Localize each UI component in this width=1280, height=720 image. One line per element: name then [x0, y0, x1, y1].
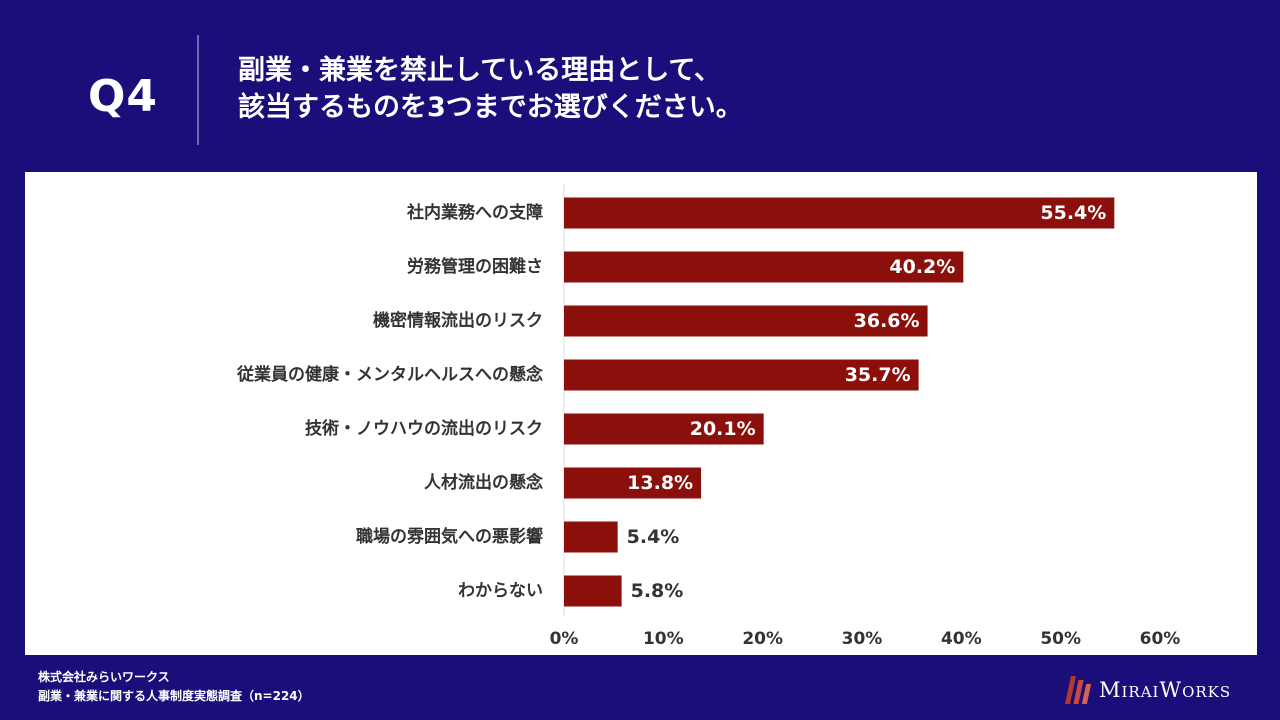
data-label: 36.6% [854, 310, 920, 332]
bar [564, 413, 764, 445]
bar [564, 251, 964, 283]
logo-wordmark: MiraiWorks [1099, 678, 1232, 702]
x-tick-label: 20% [742, 629, 783, 649]
bar [564, 575, 622, 607]
data-label: 5.4% [627, 526, 680, 548]
bar [564, 359, 919, 391]
category-label: 社内業務への支障 [406, 202, 543, 223]
data-label: 13.8% [627, 472, 693, 494]
category-label: 従業員の健康・メンタルヘルスへの懸念 [236, 364, 543, 385]
x-tick-label: 40% [941, 629, 982, 649]
bar [564, 467, 702, 499]
footer-company: 株式会社みらいワークス [38, 670, 170, 684]
x-tick-label: 0% [550, 629, 579, 649]
bar [564, 305, 928, 337]
category-label: 人材流出の懸念 [424, 472, 543, 493]
category-label: 技術・ノウハウの流出のリスク [305, 418, 543, 439]
x-tick-label: 10% [643, 629, 684, 649]
question-text: 副業・兼業を禁止している理由として、 該当するものを3つまでお選びください。 [238, 52, 1238, 126]
data-label: 55.4% [1040, 202, 1106, 224]
x-tick-label: 60% [1140, 629, 1181, 649]
question-number: Q4 [87, 71, 159, 122]
chart-panel: 社内業務への支障 55.4% 労務管理の困難さ 40.2% 機密情報流出のリスク 36.6… [25, 172, 1257, 655]
bar [564, 521, 618, 553]
data-label: 35.7% [845, 364, 911, 386]
category-label: 労務管理の困難さ [407, 256, 543, 277]
category-label: わからない [458, 581, 543, 601]
category-label: 職場の雰囲気への悪影響 [356, 526, 543, 547]
footer-survey: 副業・兼業に関する人事制度実態調査（n=224） [38, 689, 310, 703]
question-line-1: 副業・兼業を禁止している理由として、 [238, 55, 722, 86]
question-line-2: 該当するものを3つまでお選びください。 [238, 92, 743, 123]
data-label: 5.8% [631, 580, 684, 602]
miraiworks-logo: MiraiWorks [1065, 672, 1232, 708]
data-label: 20.1% [690, 418, 756, 440]
data-label: 40.2% [889, 256, 955, 278]
x-tick-label: 50% [1040, 629, 1081, 649]
bar [564, 197, 1115, 229]
header-divider [197, 35, 199, 145]
footer-source: 株式会社みらいワークス 副業・兼業に関する人事制度実態調査（n=224） [38, 668, 310, 706]
x-tick-label: 30% [842, 629, 883, 649]
bar-chart: 社内業務への支障 55.4% 労務管理の困難さ 40.2% 機密情報流出のリスク 36.6… [236, 184, 1181, 649]
category-label: 機密情報流出のリスク [373, 310, 543, 331]
logo-mark-icon [1065, 676, 1092, 704]
